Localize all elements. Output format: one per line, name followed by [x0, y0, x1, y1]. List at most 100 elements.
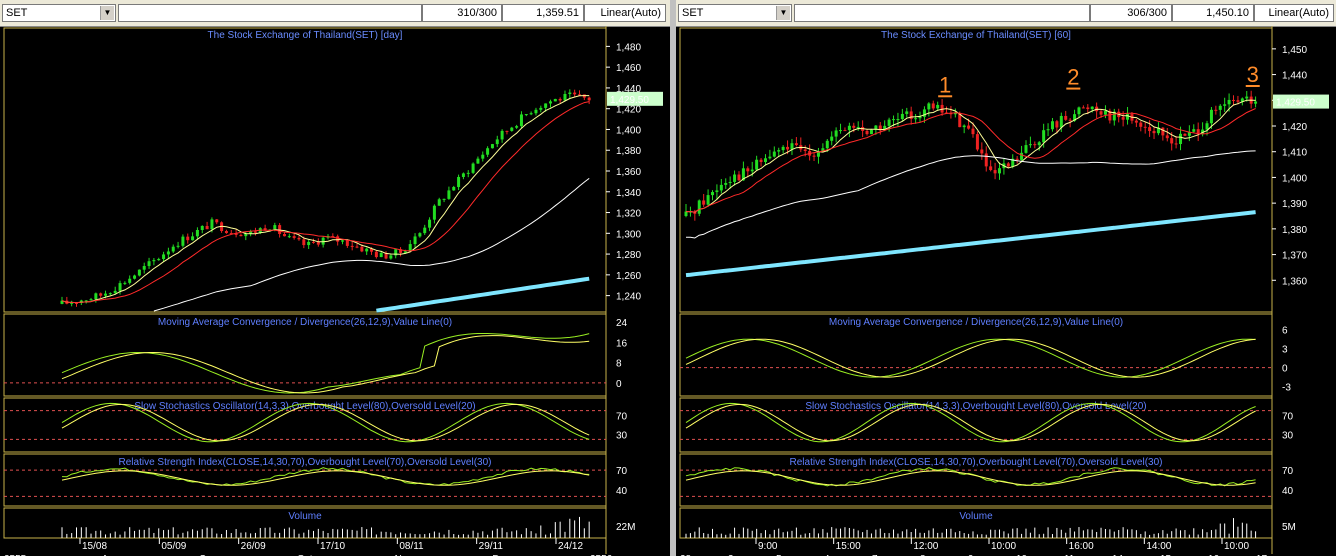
price-tick-label: 1,240 [616, 292, 641, 303]
candle-body [733, 174, 737, 182]
date-label-primary: 9:00 [758, 541, 778, 552]
candle-body [490, 144, 494, 149]
candle-body [60, 300, 64, 304]
indicator-title: Relative Strength Index(CLOSE,14,30,70),… [119, 457, 492, 468]
oscillator-line [685, 338, 1256, 378]
candle-body [777, 150, 781, 152]
candle-body [195, 230, 199, 237]
candle-body [1205, 123, 1209, 130]
indicator-tick-label: 40 [616, 486, 628, 497]
candle-body [900, 113, 904, 120]
candle-body [1134, 120, 1138, 123]
chart-canvas[interactable]: The Stock Exchange of Thailand(SET) [60]… [676, 26, 1336, 556]
candle-body [1236, 100, 1240, 102]
candle-body [1218, 105, 1222, 110]
candle-body [428, 219, 432, 228]
candle-body [234, 233, 238, 235]
price-tick-label: 1,420 [1282, 122, 1307, 133]
scale-mode[interactable]: Linear(Auto) [1254, 4, 1334, 22]
pane-divider[interactable] [670, 0, 676, 556]
price-tick-label: 1,420 [616, 105, 641, 116]
symbol-selector[interactable]: SET ▼ [2, 4, 116, 22]
last-price-field: 1,450.10 [1172, 4, 1254, 22]
candle-body [123, 282, 127, 284]
candle-body [191, 236, 195, 241]
candle-body [215, 219, 219, 223]
candle-body [104, 293, 108, 296]
candle-body [1183, 133, 1187, 136]
indicator-tick-label: -3 [1282, 383, 1291, 394]
candle-body [186, 236, 190, 241]
chevron-down-icon[interactable]: ▼ [776, 6, 790, 20]
scale-mode[interactable]: Linear(Auto) [584, 4, 666, 22]
candle-body [865, 130, 869, 135]
candle-body [205, 225, 209, 230]
candle-body [1073, 114, 1077, 121]
candle-body [812, 155, 816, 157]
date-label-secondary: 2555 [4, 554, 27, 556]
price-tick-label: 1,440 [616, 84, 641, 95]
candle-body [763, 158, 767, 163]
date-label-secondary: 8 [920, 554, 926, 556]
candle-body [510, 127, 514, 131]
candle-body [1214, 109, 1218, 111]
candle-body [1245, 96, 1249, 99]
candle-body [384, 252, 388, 259]
candle-body [75, 302, 79, 304]
candle-body [476, 158, 480, 164]
date-label-primary: 24/12 [558, 541, 583, 552]
candle-body [997, 168, 1001, 174]
candle-body [1112, 111, 1116, 121]
candle-body [558, 98, 562, 101]
price-tick-label: 1,320 [616, 209, 641, 220]
candle-body [99, 293, 103, 296]
moving-average-line-2 [685, 108, 1256, 213]
candle-body [408, 244, 412, 252]
candle-body [1156, 127, 1160, 134]
candle-body [940, 104, 944, 113]
candle-body [432, 205, 436, 220]
price-tick-label: 1,300 [616, 229, 641, 240]
candle-body [1059, 115, 1063, 128]
indicator-tick-label: 24 [616, 318, 628, 329]
candle-body [980, 149, 984, 154]
date-label-secondary: 4 [824, 554, 830, 556]
moving-average-line-3 [685, 150, 1256, 239]
candle-body [781, 146, 785, 151]
candle-body [1121, 117, 1125, 120]
indicator-tick-label: 6 [1282, 326, 1288, 337]
candle-body [1055, 121, 1059, 128]
candle-body [768, 156, 772, 159]
blank-field [794, 4, 1090, 22]
candle-body [1223, 104, 1227, 106]
chart-canvas[interactable]: The Stock Exchange of Thailand(SET) [day… [0, 26, 670, 556]
candle-body [830, 136, 834, 141]
candle-body [1108, 110, 1112, 121]
date-label-primary: 16:00 [1069, 541, 1094, 552]
chevron-down-icon[interactable]: ▼ [100, 6, 114, 20]
candle-body [706, 195, 710, 205]
candle-body [874, 125, 878, 130]
candle-body [719, 184, 723, 191]
indicator-tick-label: 70 [616, 466, 628, 477]
price-tick-label: 1,380 [1282, 225, 1307, 236]
candle-body [500, 130, 504, 140]
symbol-selector[interactable]: SET ▼ [678, 4, 792, 22]
candle-body [1068, 119, 1072, 121]
price-tick-label: 1,450 [1282, 45, 1307, 56]
date-label-primary: 08/11 [399, 541, 424, 552]
candle-body [803, 149, 807, 152]
signal-line [61, 403, 590, 442]
moving-average-line-1 [61, 95, 590, 304]
date-label-secondary: Aug [102, 554, 120, 556]
candle-body [200, 225, 204, 231]
candle-body [1174, 143, 1178, 145]
candle-body [365, 248, 369, 252]
candle-body [452, 187, 456, 191]
candle-body [133, 275, 137, 279]
candle-body [577, 94, 581, 96]
candle-body [263, 228, 267, 231]
candle-body [447, 190, 451, 199]
date-label-secondary: 17 [1256, 554, 1268, 556]
date-label-secondary: Oct [297, 554, 313, 556]
